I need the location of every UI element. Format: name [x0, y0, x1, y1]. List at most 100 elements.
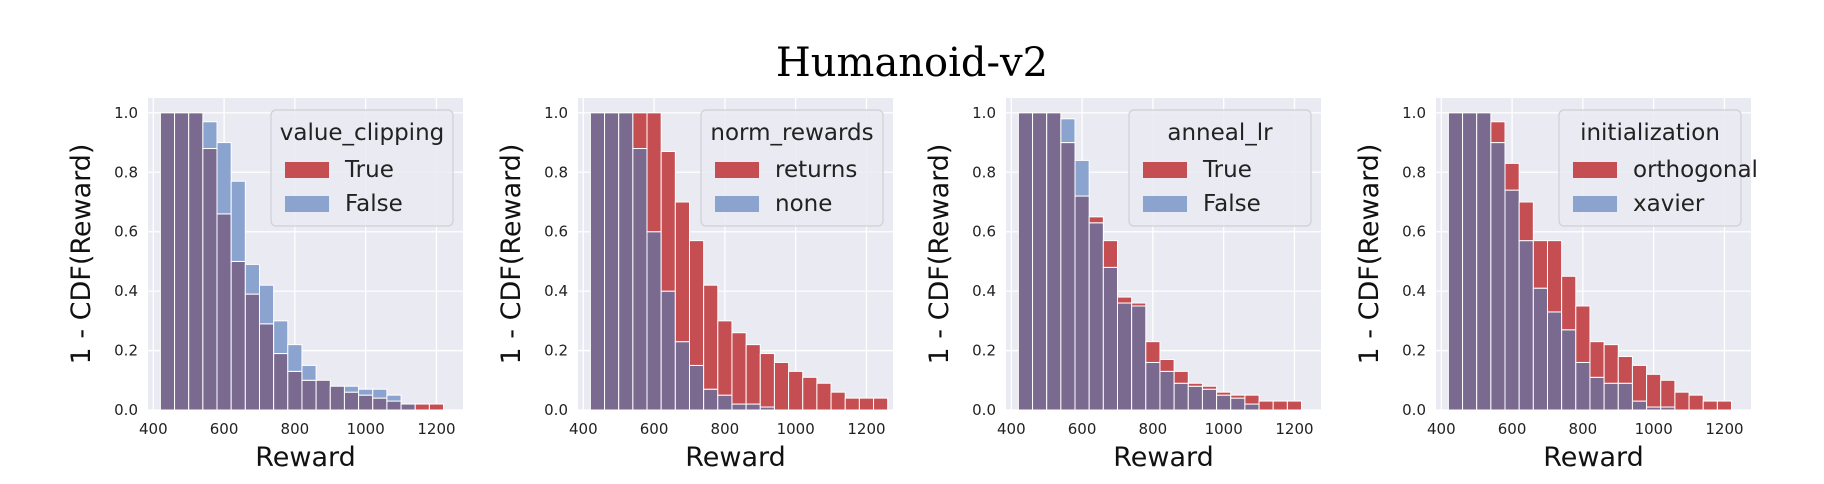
bar-overlap [1532, 287, 1548, 411]
bar-series-a [703, 284, 719, 390]
y-tick-label: 0.6 [114, 223, 138, 241]
legend-title: value_clipping [280, 120, 445, 146]
legend-swatch [715, 196, 759, 212]
bar-series-a [717, 320, 733, 396]
x-tick-label: 800 [1139, 420, 1168, 438]
bar-series-a [632, 112, 648, 150]
x-tick-label: 1000 [777, 420, 815, 438]
bar-overlap [358, 394, 374, 411]
bar-series-b [301, 364, 317, 381]
bar-overlap [329, 385, 345, 411]
x-tick-label: 600 [640, 420, 669, 438]
x-tick-label: 800 [281, 420, 310, 438]
bar-overlap [703, 388, 719, 411]
bar-overlap [1017, 112, 1034, 411]
bar-series-a [1159, 358, 1175, 372]
y-tick-label: 0.4 [544, 282, 568, 300]
x-tick-label: 600 [210, 420, 239, 438]
bar-series-b [343, 385, 360, 393]
legend-title: anneal_lr [1167, 120, 1273, 146]
bar-series-a [1230, 394, 1246, 399]
bar-series-a [1646, 373, 1662, 408]
y-tick-label: 0.4 [114, 282, 138, 300]
y-axis-label: 1 - CDF(Reward) [66, 144, 97, 365]
bar-overlap [1462, 112, 1478, 411]
bar-series-a [788, 370, 804, 411]
bar-series-b [287, 344, 303, 372]
x-axis-label: Reward [255, 442, 356, 473]
bar-series-a [759, 353, 775, 408]
bar-series-a [1518, 201, 1534, 242]
legend-entry: False [1203, 191, 1261, 217]
x-tick-label: 800 [711, 420, 740, 438]
bar-series-a [1603, 344, 1619, 384]
x-axis-label: Reward [685, 442, 786, 473]
bar-series-a [1688, 394, 1704, 411]
bar-overlap [1518, 240, 1534, 411]
y-tick-label: 0.0 [1402, 401, 1426, 419]
bar-series-a [1173, 370, 1189, 384]
bar-series-a [816, 382, 832, 411]
bar-series-a [1201, 385, 1218, 390]
bar-overlap [1447, 112, 1464, 411]
x-tick-label: 800 [1569, 420, 1598, 438]
bar-overlap [618, 112, 634, 411]
bar-overlap [287, 370, 303, 411]
bar-overlap [1589, 376, 1605, 411]
bar-overlap [216, 213, 232, 411]
bar-series-b [230, 180, 246, 262]
y-tick-label: 0.8 [544, 163, 568, 181]
x-tick-label: 400 [997, 420, 1026, 438]
legend-entry: orthogonal [1633, 157, 1758, 183]
bar-series-a [1216, 391, 1232, 396]
y-tick-label: 0.2 [114, 342, 138, 360]
y-tick-label: 1.0 [114, 104, 138, 122]
x-tick-label: 400 [1427, 420, 1456, 438]
bar-series-b [273, 320, 289, 355]
bar-overlap [1631, 400, 1648, 411]
x-tick-label: 600 [1498, 420, 1527, 438]
bar-overlap [1046, 112, 1062, 411]
y-tick-label: 0.6 [972, 223, 996, 241]
bar-overlap [1088, 222, 1104, 411]
x-tick-label: 1200 [1275, 420, 1313, 438]
legend-swatch [1573, 162, 1617, 178]
bar-series-a [1490, 121, 1506, 144]
bar-overlap [1074, 195, 1090, 411]
bar-overlap [1230, 397, 1246, 411]
bar-overlap [604, 112, 620, 411]
x-tick-label: 1000 [1205, 420, 1243, 438]
bar-series-a [1617, 356, 1633, 384]
bar-series-a [830, 391, 846, 411]
bar-overlap [632, 148, 648, 411]
x-tick-label: 1200 [847, 420, 885, 438]
bar-series-a [1102, 240, 1118, 268]
bar-overlap [674, 341, 690, 411]
bar-overlap [1546, 311, 1563, 411]
y-tick-label: 0.8 [114, 163, 138, 181]
legend-swatch [1573, 196, 1617, 212]
y-axis-label: 1 - CDF(Reward) [924, 144, 955, 365]
y-tick-label: 0.0 [114, 401, 138, 419]
bar-series-a [773, 361, 790, 411]
bar-series-a [731, 332, 747, 405]
bar-overlap [188, 112, 204, 411]
bar-overlap [202, 148, 218, 411]
x-tick-label: 600 [1068, 420, 1097, 438]
bar-overlap [258, 323, 275, 411]
bar-overlap [589, 112, 606, 411]
bar-overlap [1145, 361, 1161, 411]
legend-swatch [1143, 196, 1187, 212]
bar-overlap [1603, 382, 1619, 411]
bar-series-a [688, 240, 705, 366]
bar-series-a [1546, 240, 1563, 313]
x-axis-label: Reward [1543, 442, 1644, 473]
y-tick-label: 0.6 [544, 223, 568, 241]
bar-overlap [159, 112, 176, 411]
bar-series-a [844, 397, 860, 411]
subplot-3: 400 600 800 1000 1200 0.0 0.2 0.4 0.6 0.8 1.0 Rewar… [924, 98, 1321, 473]
legend-title: norm_rewards [710, 120, 873, 146]
y-tick-label: 1.0 [1402, 104, 1426, 122]
bar-series-a [1244, 394, 1260, 405]
bar-series-a [1258, 400, 1274, 411]
